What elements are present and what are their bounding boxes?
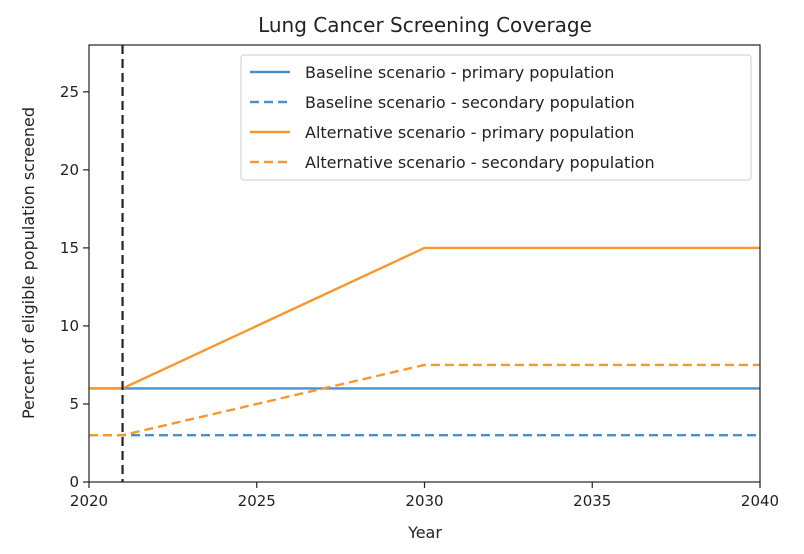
legend-label: Alternative scenario - secondary populat…	[305, 153, 655, 172]
legend-label: Baseline scenario - primary population	[305, 63, 614, 82]
series-line-3	[89, 246, 760, 390]
legend: Baseline scenario - primary population Ba…	[240, 54, 752, 181]
x-tick-label: 2020	[70, 492, 108, 510]
x-axis: 2020 2025 2030 2035 2040	[70, 482, 779, 510]
legend-label: Baseline scenario - secondary population	[305, 93, 635, 112]
x-tick-label: 2025	[238, 492, 276, 510]
legend-label: Alternative scenario - primary populatio…	[305, 123, 634, 142]
y-tick-label: 5	[69, 395, 79, 413]
x-tick-label: 2035	[573, 492, 611, 510]
y-tick-label: 0	[69, 473, 79, 491]
y-tick-label: 20	[60, 161, 79, 179]
legend-box	[240, 54, 752, 181]
y-axis: 0 5 10 15 20 25	[60, 83, 89, 491]
y-tick-label: 15	[60, 239, 79, 257]
plot-lines	[89, 246, 760, 437]
series-line-4	[89, 363, 760, 437]
chart-title: Lung Cancer Screening Coverage	[258, 13, 592, 37]
x-axis-label: Year	[407, 523, 442, 542]
x-tick-label: 2040	[741, 492, 779, 510]
y-tick-label: 25	[60, 83, 79, 101]
x-tick-label: 2030	[405, 492, 443, 510]
y-tick-label: 10	[60, 317, 79, 335]
y-axis-label: Percent of eligible population screened	[19, 107, 38, 419]
